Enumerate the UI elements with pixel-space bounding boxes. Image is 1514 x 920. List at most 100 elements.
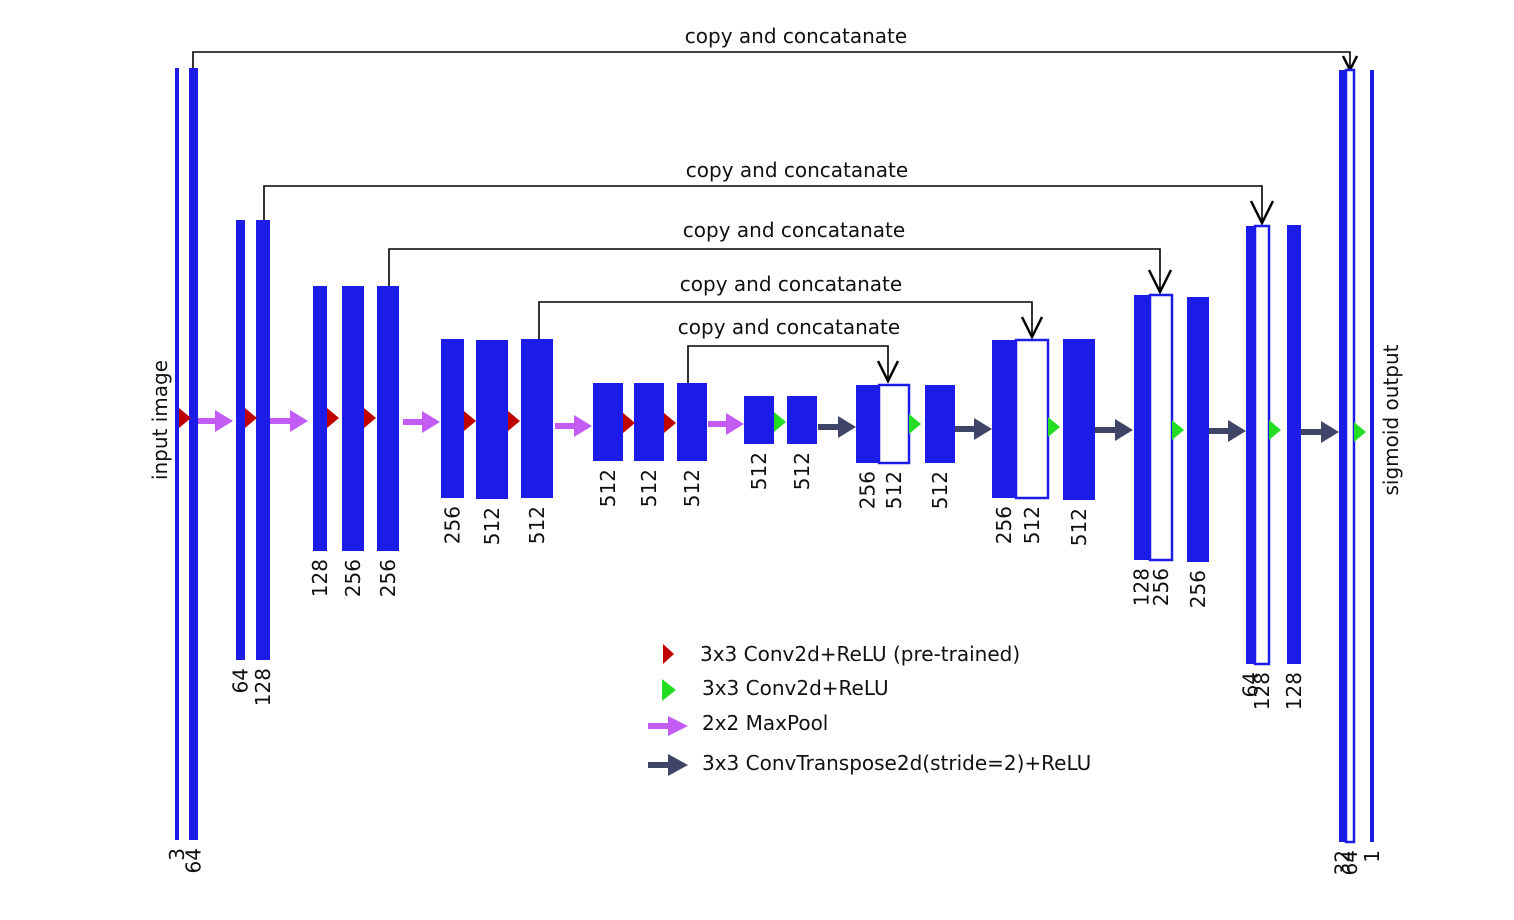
feature-map-enc1-0 [175,68,179,840]
channel-label-enc5-0: 512 [596,469,620,507]
channel-label-dec3-2: 256 [1186,570,1210,608]
green-triangle-icon [774,412,786,432]
legend-item-conv-pretrained: 3x3 Conv2d+ReLU (pre-trained) [700,642,1020,666]
channel-label-dec1-1: 64 [1338,850,1362,875]
channel-label-bottleneck-0: 512 [747,452,771,490]
operation-markers [179,408,1366,443]
channel-label-dec2-1: 128 [1250,672,1274,710]
purple-arrow-icon [648,716,688,736]
skip-connection-label-3: copy and concatanate [683,218,905,242]
skip-arrowhead-5 [876,360,900,384]
feature-map-dec4-2 [1063,339,1095,500]
channel-label-enc3-1: 256 [341,559,365,597]
red-triangle-icon [327,408,339,428]
green-triangle-icon [1354,422,1366,442]
feature-map-dec5-2 [925,385,955,463]
concat-feature-map-dec3-1 [1148,293,1174,562]
red-triangle-icon [508,411,520,431]
channel-label-enc3-2: 256 [376,559,400,597]
channel-label-enc5-1: 512 [637,469,661,507]
dark-arrow-icon [818,416,856,438]
channel-label-enc1-1: 64 [182,848,206,873]
channel-label-dec1-0: 32 [1331,850,1355,875]
channel-label-dec3-1: 256 [1149,568,1173,606]
channel-label-dec4-2: 512 [1067,508,1091,546]
feature-map-bottleneck-0 [744,396,774,444]
feature-map-enc5-0 [593,383,623,461]
feature-map-dec3-0 [1134,295,1149,560]
legend-item-conv: 3x3 Conv2d+ReLU [702,676,889,700]
channel-label-enc2-0: 64 [229,668,253,693]
feature-map-enc5-2 [677,383,707,461]
feature-maps [175,68,1374,844]
feature-map-dec4-0 [992,340,1016,498]
purple-arrow-icon [270,410,308,432]
dark-arrow-icon [1095,419,1133,441]
feature-map-dec2-0 [1246,226,1255,664]
feature-map-enc2-0 [236,220,245,660]
input-image-label: input image [148,360,172,480]
dark-arrow-icon [1301,421,1339,443]
skip-connection-label-2: copy and concatanate [686,158,908,182]
green-triangle-icon [662,679,676,701]
channel-label-enc3-0: 128 [308,559,332,597]
green-triangle-icon [1269,420,1281,440]
skip-arrowhead-2 [1249,200,1275,226]
channel-label-enc1-0: 3 [165,848,189,861]
red-triangle-icon [245,408,257,428]
green-triangle-icon [1172,420,1184,440]
legend-item-upconv: 3x3 ConvTranspose2d(stride=2)+ReLU [702,751,1091,775]
concat-feature-map-dec2-1 [1253,224,1271,666]
channel-label-enc2-1: 128 [251,668,275,706]
channel-label-dec1-2: 1 [1360,850,1384,863]
skip-arrowhead-3 [1147,269,1173,295]
red-triangle-icon [664,413,676,433]
feature-map-dec1-2 [1370,70,1374,842]
channel-label-bottleneck-1: 512 [790,452,814,490]
feature-map-enc4-0 [441,339,464,498]
skip-connection-line-1 [192,51,1351,70]
skip-connection-line-4 [538,301,1033,339]
red-triangle-icon [623,413,635,433]
feature-map-dec5-0 [856,385,879,463]
feature-map-enc4-1 [476,340,508,499]
channel-label-dec4-1: 512 [1020,506,1044,544]
feature-map-enc3-0 [313,286,327,551]
feature-map-dec3-2 [1187,297,1209,562]
red-triangle-icon [364,408,376,428]
feature-map-bottleneck-1 [787,396,817,444]
channel-label-enc4-2: 512 [525,506,549,544]
channel-label-dec5-2: 512 [928,471,952,509]
skip-connection-line-2 [263,185,1263,223]
feature-map-enc1-1 [189,68,198,840]
purple-arrow-icon [198,410,233,432]
skip-connections: copy and concatanate copy and concatanate… [192,24,1359,384]
dark-arrow-icon [955,418,992,440]
feature-map-dec2-2 [1287,225,1301,664]
skip-connection-line-5 [687,345,889,383]
channel-label-dec2-2: 128 [1282,672,1306,710]
feature-map-enc2-1 [256,220,270,660]
skip-arrowhead-4 [1020,316,1044,340]
channel-label-enc5-2: 512 [680,469,704,507]
dark-arrow-icon [648,754,688,776]
sigmoid-output-label: sigmoid output [1379,344,1403,495]
skip-connection-label-1: copy and concatanate [685,24,907,48]
feature-map-dec1-0 [1339,70,1346,842]
channel-label-enc4-1: 512 [480,507,504,545]
dark-arrow-icon [1209,420,1246,442]
skip-connection-line-3 [388,248,1161,292]
channel-label-dec4-0: 256 [992,506,1016,544]
feature-map-enc3-2 [377,286,399,551]
feature-map-enc4-2 [521,339,553,498]
purple-arrow-icon [403,411,440,433]
concat-feature-map-dec5-1 [877,383,911,465]
purple-arrow-icon [555,415,592,437]
purple-arrow-icon [708,413,744,435]
green-triangle-icon [909,414,921,434]
legend-item-maxpool: 2x2 MaxPool [702,711,828,735]
channel-label-dec2-0: 64 [1239,672,1263,697]
channel-label-enc4-0: 256 [441,506,465,544]
